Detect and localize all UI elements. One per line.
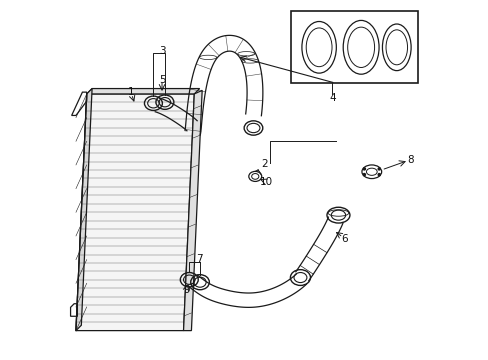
Text: 7: 7 <box>196 254 203 264</box>
Text: 9: 9 <box>183 285 189 296</box>
Text: 10: 10 <box>259 177 272 187</box>
Polygon shape <box>183 90 202 330</box>
Text: 8: 8 <box>407 155 413 165</box>
Circle shape <box>363 168 365 170</box>
Polygon shape <box>76 94 194 330</box>
Polygon shape <box>76 89 92 330</box>
Circle shape <box>363 174 365 176</box>
Bar <box>290 12 418 83</box>
Text: 4: 4 <box>328 93 335 103</box>
Polygon shape <box>86 89 199 94</box>
Text: 3: 3 <box>159 46 165 56</box>
Circle shape <box>377 174 380 176</box>
Text: 1: 1 <box>128 87 135 97</box>
Text: 6: 6 <box>340 234 347 244</box>
Circle shape <box>377 168 380 170</box>
Text: 2: 2 <box>261 159 267 169</box>
Text: 5: 5 <box>159 75 165 85</box>
